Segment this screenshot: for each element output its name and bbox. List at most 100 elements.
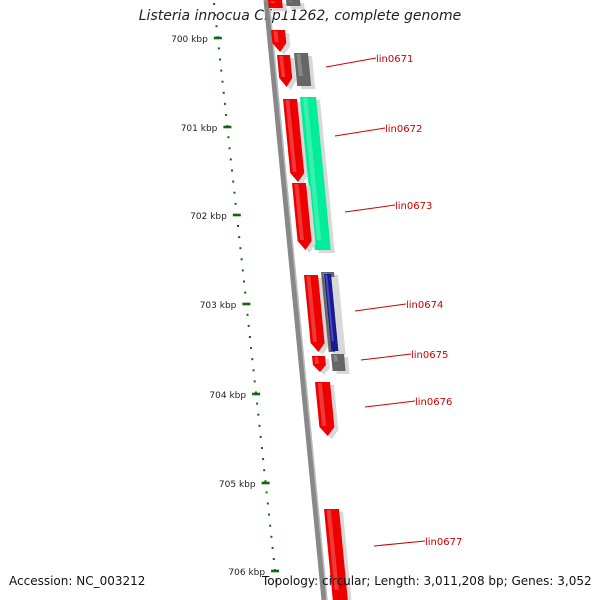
- ruler-label: 705 kbp: [219, 480, 256, 490]
- feature-top-red-highlight: [270, 1, 275, 3]
- ruler-minor-tick: [233, 191, 236, 194]
- ruler-minor-tick: [219, 58, 222, 61]
- ruler-minor-tick: [229, 158, 232, 161]
- gene-label-texts: lin0671 lin0672 lin0673 lin0674 lin0675 lin06…: [376, 54, 462, 548]
- ruler-minor-tick: [228, 147, 231, 150]
- ruler-major-ticks: [213, 36, 280, 573]
- ruler-minor-tick: [214, 14, 217, 17]
- ruler-minor-tick: [244, 291, 247, 294]
- gene-lin0676[interactable]: [315, 382, 335, 436]
- ruler-minor-tick: [234, 202, 237, 205]
- ruler-minor-tick: [265, 491, 268, 494]
- ruler-minor-tick: [231, 169, 233, 172]
- ruler-minor-tick: [266, 502, 269, 505]
- ruler-minor-tick: [248, 336, 251, 338]
- gene-lin0671-highlight: [296, 54, 303, 76]
- ruler-major-tick: [223, 125, 232, 129]
- gene-lin0677-highlight: [326, 510, 339, 590]
- gene-label[interactable]: lin0676: [415, 397, 452, 408]
- feature-top-red[interactable]: [268, 0, 283, 8]
- gene-label-connector: [325, 57, 377, 68]
- ruler-label: 702 kbp: [190, 212, 227, 222]
- feature-red-5-highlight: [314, 357, 319, 364]
- genome-backbone: [263, 0, 327, 600]
- ruler-major-tick: [252, 392, 261, 396]
- feature-top-gray-highlight: [288, 1, 293, 2]
- gene-label-connector: [354, 303, 407, 312]
- ruler-label: 701 kbp: [181, 124, 218, 134]
- feature-red-1[interactable]: [271, 30, 287, 52]
- ruler-minor-tick: [220, 69, 223, 72]
- ruler-minor-tick: [268, 513, 270, 516]
- ruler-minor-tick: [246, 313, 249, 316]
- gene-label-connector: [344, 204, 396, 213]
- gene-lin0674-highlight: [325, 275, 334, 341]
- gene-lin0676-highlight: [317, 383, 327, 426]
- feature-red-5[interactable]: [312, 356, 326, 372]
- ruler-minor-tick: [263, 469, 266, 472]
- ruler-label: 703 kbp: [200, 301, 237, 311]
- ruler-minor-tick: [272, 558, 275, 560]
- ruler-minor-tick: [253, 380, 256, 383]
- gene-lin0677[interactable]: [324, 509, 348, 600]
- feature-top-gray[interactable]: [286, 0, 301, 6]
- gene-label[interactable]: lin0675: [411, 350, 448, 361]
- ruler-label: 700 kbp: [171, 35, 208, 45]
- gene-label-connector: [373, 540, 426, 547]
- gene-lin0672-highlight: [302, 98, 322, 240]
- ruler-minor-tick: [257, 413, 260, 416]
- ruler-minor-tick: [243, 280, 245, 283]
- ruler-minor-tick: [252, 369, 255, 372]
- gene-label[interactable]: lin0671: [376, 54, 413, 65]
- ruler-minor-tick: [223, 102, 226, 105]
- ruler-minor-tick: [241, 269, 244, 272]
- feature-red-3-highlight: [285, 100, 297, 172]
- ruler-minor-tick: [259, 435, 262, 438]
- gene-lin0672[interactable]: [300, 97, 331, 250]
- ruler-minor-tick: [260, 447, 263, 449]
- ruler-label: 706 kbp: [228, 568, 265, 578]
- gene-lin0671[interactable]: [294, 53, 312, 86]
- genome-backbone-shadow: [268, 0, 328, 600]
- gene-label[interactable]: lin0672: [385, 124, 422, 135]
- feature-red-3[interactable]: [283, 99, 305, 182]
- feature-red-2[interactable]: [277, 55, 293, 87]
- ruler-minor-tick: [239, 247, 242, 250]
- feature-red-4-highlight: [306, 276, 317, 342]
- feature-red-4[interactable]: [304, 275, 325, 352]
- ruler-minor-tick: [221, 80, 224, 83]
- gene-label[interactable]: lin0677: [425, 537, 462, 548]
- feature-red-2-highlight: [279, 56, 286, 77]
- ruler-minor-ticks: [213, 3, 278, 583]
- ruler-major-tick: [213, 36, 222, 40]
- ruler-minor-tick: [250, 347, 253, 350]
- genome-title: Listeria innocua Clip11262, complete gen…: [138, 8, 462, 24]
- ruler-minor-tick: [215, 25, 218, 28]
- gene-label-connector: [334, 127, 386, 137]
- feature-red-1-highlight: [273, 31, 279, 42]
- gene-label[interactable]: lin0674: [406, 300, 443, 311]
- gene-label-connector: [360, 353, 412, 361]
- gene-label-connectors: [325, 57, 426, 547]
- accession-text: Accession: NC_003212: [9, 574, 146, 588]
- ruler-minor-tick: [237, 225, 239, 227]
- ruler-major-tick: [271, 569, 280, 573]
- gene-label-connector: [364, 400, 416, 408]
- gene-lin0674[interactable]: [324, 274, 339, 351]
- gene-lin0673[interactable]: [292, 183, 312, 250]
- feature-track: [268, 0, 352, 600]
- summary-text: Topology: circular; Length: 3,011,208 bp…: [262, 574, 592, 588]
- ruler-minor-tick: [269, 524, 272, 527]
- gene-lin0675[interactable]: [331, 354, 346, 371]
- ruler-minor-tick: [270, 535, 273, 538]
- ruler-minor-tick: [225, 114, 228, 116]
- gene-lin0673-highlight: [294, 184, 304, 240]
- ruler-major-tick: [242, 302, 251, 306]
- ruler-major-tick: [261, 481, 270, 485]
- ruler-minor-tick: [275, 580, 278, 583]
- gene-lin0675-highlight: [333, 355, 338, 362]
- gene-label[interactable]: lin0673: [395, 201, 432, 212]
- ruler-minor-tick: [232, 180, 235, 183]
- ruler-minor-tick: [217, 47, 220, 50]
